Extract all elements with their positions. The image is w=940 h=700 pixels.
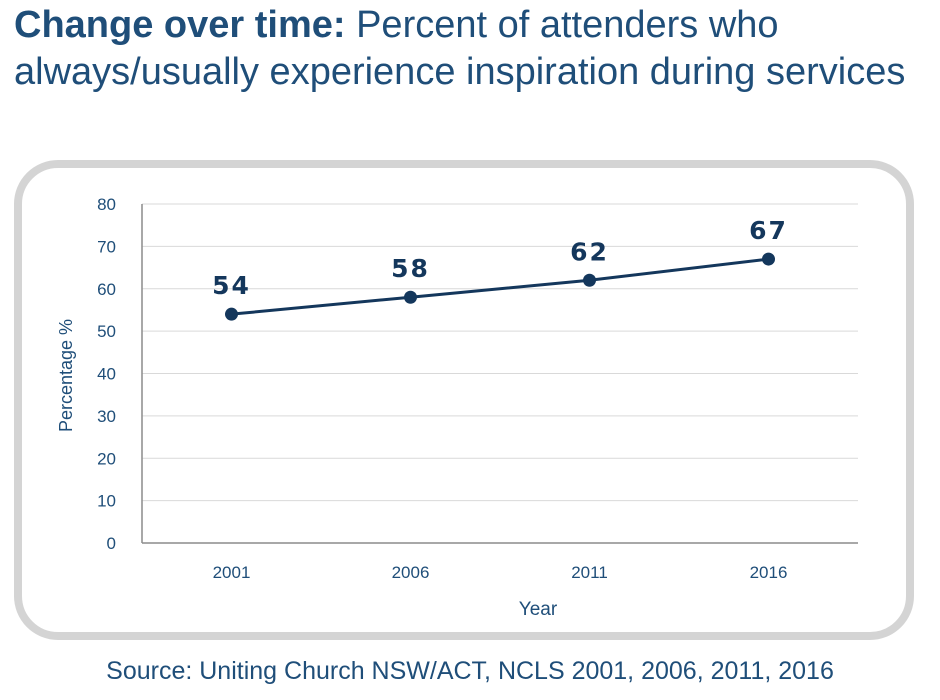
data-label: 62 [570, 237, 609, 266]
chart-title-bold: Change over time: [14, 4, 346, 46]
data-label: 67 [749, 216, 788, 245]
y-tick-label: 30 [97, 407, 116, 426]
x-axis-title: Year [519, 599, 558, 620]
y-tick-label: 50 [97, 322, 116, 341]
source-note: Source: Uniting Church NSW/ACT, NCLS 200… [106, 657, 834, 685]
data-point [762, 252, 775, 266]
y-tick-label: 10 [97, 492, 116, 511]
x-tick-label: 2006 [392, 563, 430, 582]
y-tick-label: 0 [107, 534, 116, 553]
chart-frame [14, 160, 914, 640]
chart-title: Change over time: Percent of attenders w… [14, 2, 914, 96]
x-tick-label: 2001 [213, 563, 251, 582]
data-label: 58 [391, 254, 430, 283]
data-point [225, 307, 238, 321]
y-axis-title: Percentage % [56, 319, 76, 432]
y-tick-label: 70 [97, 237, 116, 256]
y-tick-label: 20 [97, 449, 116, 468]
series-line [231, 257, 769, 316]
y-tick-label: 60 [97, 280, 116, 299]
chart-title-rest: Percent of attenders who always/usually … [14, 4, 906, 93]
y-tick-label: 80 [97, 195, 116, 214]
y-tick-label: 40 [97, 365, 116, 384]
x-tick-label: 2016 [750, 563, 788, 582]
data-point [583, 273, 596, 287]
line-chart: 0 10 20 30 40 50 60 70 80 2001 2006 2011 2016 Year Per… [56, 195, 858, 620]
x-tick-label: 2011 [571, 563, 608, 582]
data-label: 54 [212, 271, 251, 300]
data-point [404, 290, 417, 304]
